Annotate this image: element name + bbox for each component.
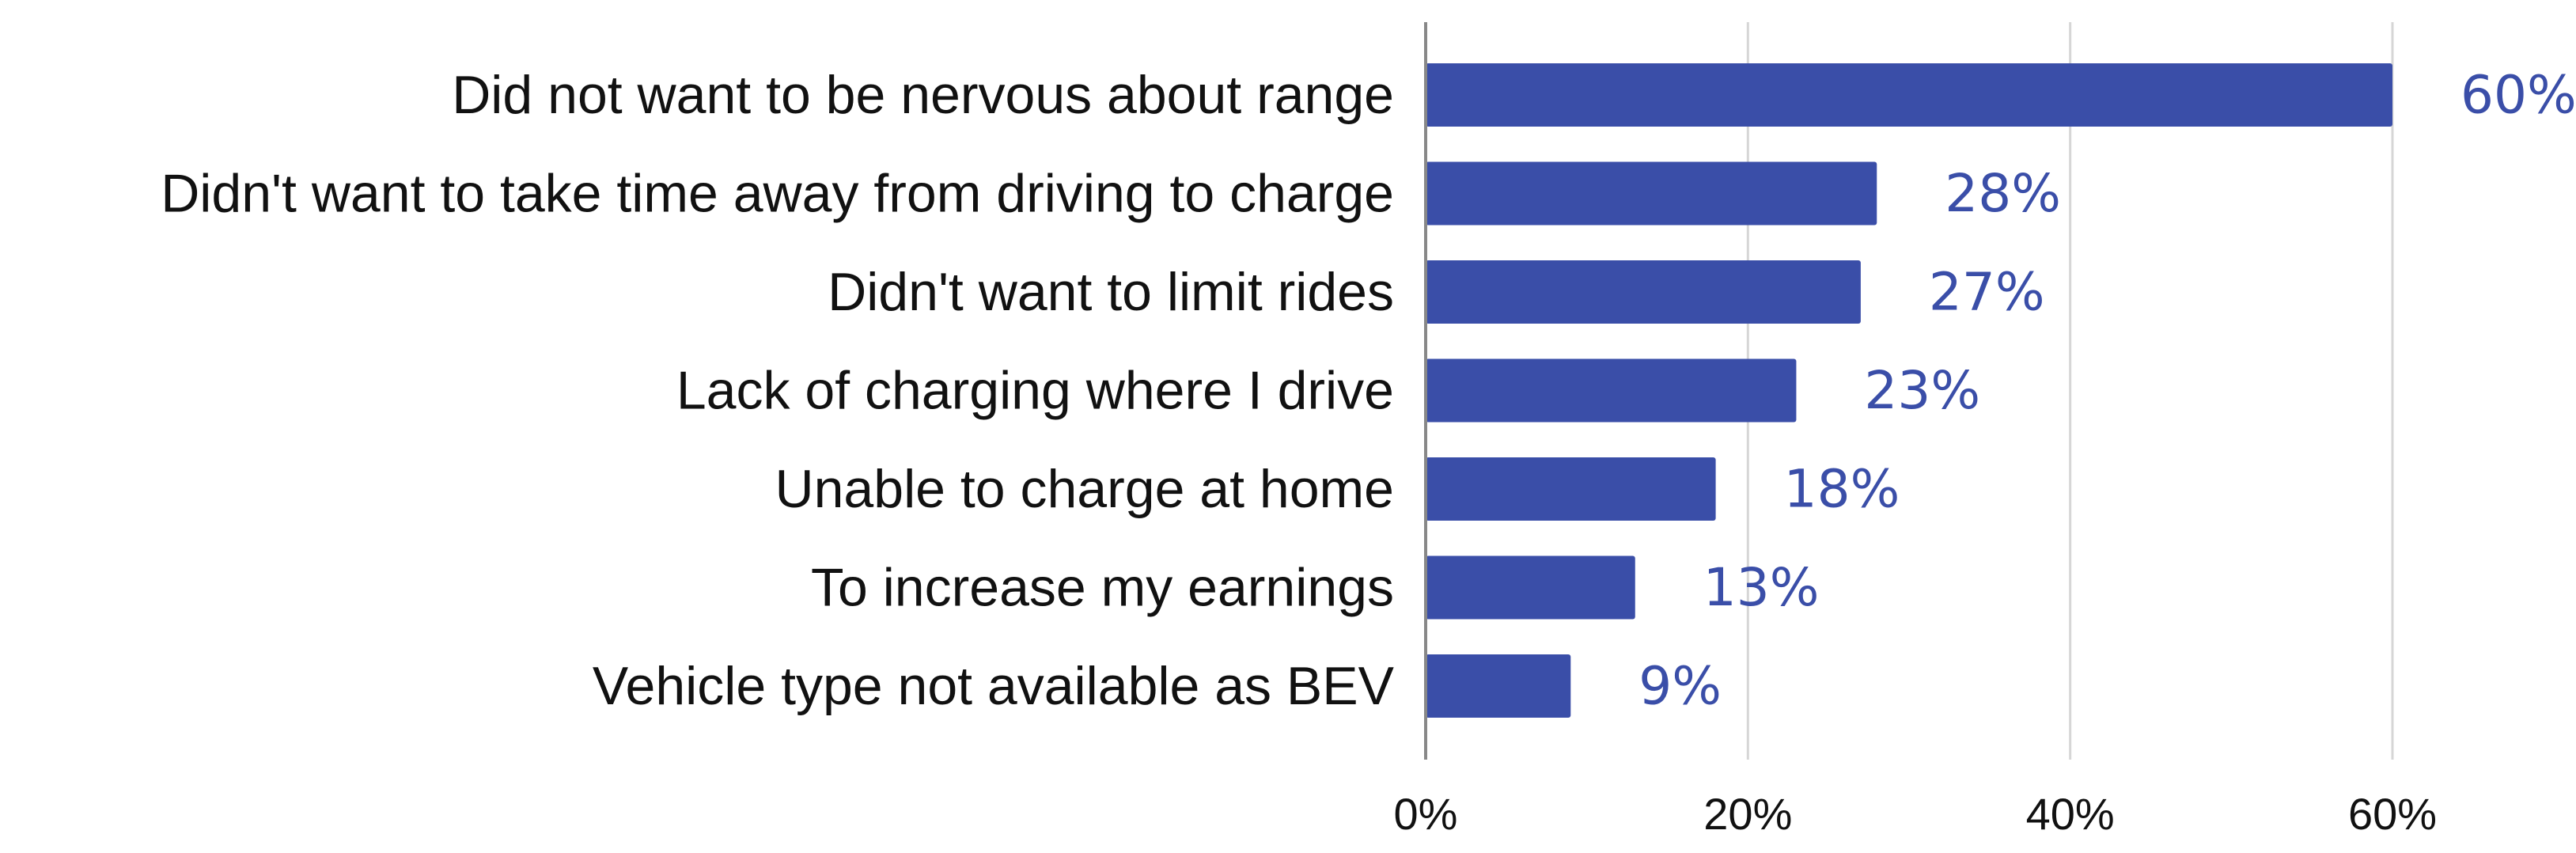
value-label-5: 18% <box>1784 459 1900 520</box>
bar-5 <box>1426 457 1716 521</box>
x-tick-labels: 0% 20% 40% 60% <box>1394 789 2438 839</box>
value-label-4: 23% <box>1864 360 1980 421</box>
category-label-7: Vehicle type not available as BEV <box>593 656 1395 716</box>
bar-4 <box>1426 358 1797 423</box>
category-labels: Did not want to be nervous about range Di… <box>161 65 1394 716</box>
category-label-2: Didn't want to take time away from drivi… <box>161 164 1394 224</box>
x-tick-label-20pct: 20% <box>1703 789 1792 839</box>
category-label-5: Unable to charge at home <box>775 459 1395 519</box>
x-tick-label-40pct: 40% <box>2026 789 2115 839</box>
value-labels: 60% 28% 27% 23% 18% 13% 9% <box>1638 65 2576 717</box>
bar-2 <box>1426 161 1877 226</box>
bar-7 <box>1426 654 1571 718</box>
category-label-1: Did not want to be nervous about range <box>452 65 1394 125</box>
gridlines <box>1746 22 2394 760</box>
bar-6 <box>1426 555 1635 620</box>
value-label-6: 13% <box>1703 557 1820 618</box>
x-tick-label-0pct: 0% <box>1394 789 1458 839</box>
value-label-1: 60% <box>2460 65 2576 126</box>
bar-3 <box>1426 260 1861 324</box>
value-label-3: 27% <box>1929 262 2045 323</box>
value-label-2: 28% <box>1945 163 2061 224</box>
category-label-3: Didn't want to limit rides <box>828 262 1394 322</box>
category-label-6: To increase my earnings <box>811 558 1394 618</box>
value-label-7: 9% <box>1638 656 1722 717</box>
category-label-4: Lack of charging where I drive <box>676 361 1394 421</box>
x-tick-label-60pct: 60% <box>2348 789 2437 839</box>
bar-1 <box>1426 63 2392 127</box>
bars <box>1426 63 2392 718</box>
